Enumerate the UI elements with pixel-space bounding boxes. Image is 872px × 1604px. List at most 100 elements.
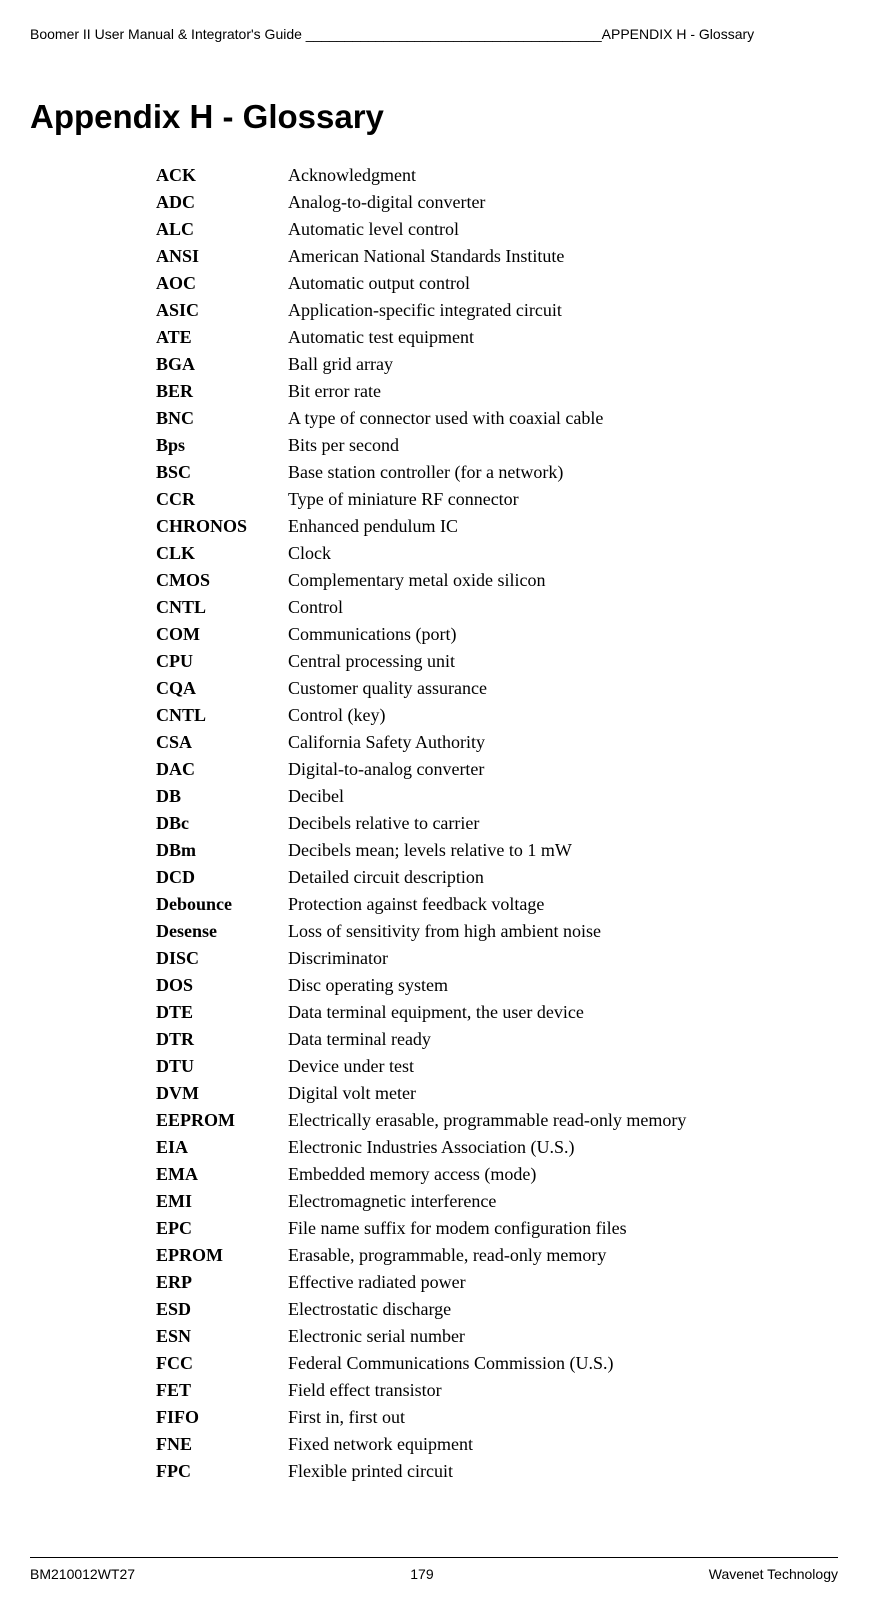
glossary-term: DISC bbox=[156, 945, 288, 972]
glossary-row: DVMDigital volt meter bbox=[156, 1080, 838, 1107]
glossary-row: DTRData terminal ready bbox=[156, 1026, 838, 1053]
glossary-definition: Communications (port) bbox=[288, 621, 838, 648]
glossary-definition: A type of connector used with coaxial ca… bbox=[288, 405, 838, 432]
glossary-row: ATEAutomatic test equipment bbox=[156, 324, 838, 351]
glossary-term: DTR bbox=[156, 1026, 288, 1053]
glossary-definition: Data terminal ready bbox=[288, 1026, 838, 1053]
glossary-row: DesenseLoss of sensitivity from high amb… bbox=[156, 918, 838, 945]
glossary-row: ERPEffective radiated power bbox=[156, 1269, 838, 1296]
glossary-term: CNTL bbox=[156, 594, 288, 621]
glossary-definition: Enhanced pendulum IC bbox=[288, 513, 838, 540]
glossary-term: DCD bbox=[156, 864, 288, 891]
glossary-definition: Decibels relative to carrier bbox=[288, 810, 838, 837]
glossary-row: DebounceProtection against feedback volt… bbox=[156, 891, 838, 918]
glossary-definition: Type of miniature RF connector bbox=[288, 486, 838, 513]
glossary-definition: Embedded memory access (mode) bbox=[288, 1161, 838, 1188]
glossary-term: CSA bbox=[156, 729, 288, 756]
glossary-term: ADC bbox=[156, 189, 288, 216]
glossary-definition: Decibels mean; levels relative to 1 mW bbox=[288, 837, 838, 864]
glossary-row: ACKAcknowledgment bbox=[156, 162, 838, 189]
glossary-row: DTUDevice under test bbox=[156, 1053, 838, 1080]
document-page: Boomer II User Manual & Integrator's Gui… bbox=[0, 0, 872, 1604]
glossary-definition: Clock bbox=[288, 540, 838, 567]
glossary-row: ALCAutomatic level control bbox=[156, 216, 838, 243]
glossary-row: DOSDisc operating system bbox=[156, 972, 838, 999]
glossary-definition: Disc operating system bbox=[288, 972, 838, 999]
footer-left: BM210012WT27 bbox=[30, 1566, 135, 1582]
glossary-definition: Detailed circuit description bbox=[288, 864, 838, 891]
glossary-definition: Electronic serial number bbox=[288, 1323, 838, 1350]
glossary-definition: Complementary metal oxide silicon bbox=[288, 567, 838, 594]
glossary-term: EEPROM bbox=[156, 1107, 288, 1134]
glossary-definition: California Safety Authority bbox=[288, 729, 838, 756]
glossary-row: FNEFixed network equipment bbox=[156, 1431, 838, 1458]
glossary-row: BERBit error rate bbox=[156, 378, 838, 405]
glossary-row: DBmDecibels mean; levels relative to 1 m… bbox=[156, 837, 838, 864]
glossary-row: CHRONOSEnhanced pendulum IC bbox=[156, 513, 838, 540]
glossary-term: BER bbox=[156, 378, 288, 405]
glossary-row: CNTLControl bbox=[156, 594, 838, 621]
glossary-term: DTE bbox=[156, 999, 288, 1026]
glossary-term: Debounce bbox=[156, 891, 288, 918]
glossary-definition: Electronic Industries Association (U.S.) bbox=[288, 1134, 838, 1161]
glossary-term: FNE bbox=[156, 1431, 288, 1458]
footer-page-number: 179 bbox=[410, 1566, 433, 1582]
glossary-definition: Erasable, programmable, read-only memory bbox=[288, 1242, 838, 1269]
glossary-row: ESDElectrostatic discharge bbox=[156, 1296, 838, 1323]
glossary-term: ACK bbox=[156, 162, 288, 189]
glossary-definition: Application-specific integrated circuit bbox=[288, 297, 838, 324]
glossary-term: ATE bbox=[156, 324, 288, 351]
glossary-row: COMCommunications (port) bbox=[156, 621, 838, 648]
glossary-row: CSACalifornia Safety Authority bbox=[156, 729, 838, 756]
glossary-definition: Automatic level control bbox=[288, 216, 838, 243]
running-header: Boomer II User Manual & Integrator's Gui… bbox=[30, 26, 838, 42]
glossary-row: FIFOFirst in, first out bbox=[156, 1404, 838, 1431]
glossary-row: DBcDecibels relative to carrier bbox=[156, 810, 838, 837]
glossary-term: BGA bbox=[156, 351, 288, 378]
glossary-definition: Acknowledgment bbox=[288, 162, 838, 189]
glossary-row: BpsBits per second bbox=[156, 432, 838, 459]
running-header-text: Boomer II User Manual & Integrator's Gui… bbox=[30, 26, 754, 42]
glossary-definition: Federal Communications Commission (U.S.) bbox=[288, 1350, 838, 1377]
glossary-definition: First in, first out bbox=[288, 1404, 838, 1431]
glossary-definition: Field effect transistor bbox=[288, 1377, 838, 1404]
glossary-definition: Flexible printed circuit bbox=[288, 1458, 838, 1485]
glossary-row: BSCBase station controller (for a networ… bbox=[156, 459, 838, 486]
glossary-row: EMIElectromagnetic interference bbox=[156, 1188, 838, 1215]
running-footer: BM210012WT27 179 Wavenet Technology bbox=[30, 1566, 838, 1582]
glossary-term: CMOS bbox=[156, 567, 288, 594]
glossary-definition: Digital volt meter bbox=[288, 1080, 838, 1107]
glossary-term: CNTL bbox=[156, 702, 288, 729]
glossary-definition: Electromagnetic interference bbox=[288, 1188, 838, 1215]
glossary-definition: Loss of sensitivity from high ambient no… bbox=[288, 918, 838, 945]
glossary-term: ASIC bbox=[156, 297, 288, 324]
page-title: Appendix H - Glossary bbox=[30, 98, 838, 136]
glossary-row: CPUCentral processing unit bbox=[156, 648, 838, 675]
glossary-definition: File name suffix for modem configuration… bbox=[288, 1215, 838, 1242]
glossary-term: FET bbox=[156, 1377, 288, 1404]
glossary-term: FCC bbox=[156, 1350, 288, 1377]
glossary-row: DBDecibel bbox=[156, 783, 838, 810]
glossary-term: DOS bbox=[156, 972, 288, 999]
glossary-definition: Analog-to-digital converter bbox=[288, 189, 838, 216]
glossary-definition: Device under test bbox=[288, 1053, 838, 1080]
glossary-definition: Bit error rate bbox=[288, 378, 838, 405]
glossary-term: CHRONOS bbox=[156, 513, 288, 540]
glossary-term: COM bbox=[156, 621, 288, 648]
glossary-term: ERP bbox=[156, 1269, 288, 1296]
glossary-row: CNTLControl (key) bbox=[156, 702, 838, 729]
glossary-term: EMI bbox=[156, 1188, 288, 1215]
glossary-term: DVM bbox=[156, 1080, 288, 1107]
glossary-row: DTEData terminal equipment, the user dev… bbox=[156, 999, 838, 1026]
glossary-definition: Decibel bbox=[288, 783, 838, 810]
glossary-term: Bps bbox=[156, 432, 288, 459]
glossary-term: ESD bbox=[156, 1296, 288, 1323]
glossary-definition: Electrically erasable, programmable read… bbox=[288, 1107, 838, 1134]
glossary-row: EPROMErasable, programmable, read-only m… bbox=[156, 1242, 838, 1269]
glossary-row: AOCAutomatic output control bbox=[156, 270, 838, 297]
glossary-term: ESN bbox=[156, 1323, 288, 1350]
glossary-term: ANSI bbox=[156, 243, 288, 270]
glossary-row: EMAEmbedded memory access (mode) bbox=[156, 1161, 838, 1188]
spacer bbox=[30, 1485, 838, 1539]
glossary-row: CQACustomer quality assurance bbox=[156, 675, 838, 702]
